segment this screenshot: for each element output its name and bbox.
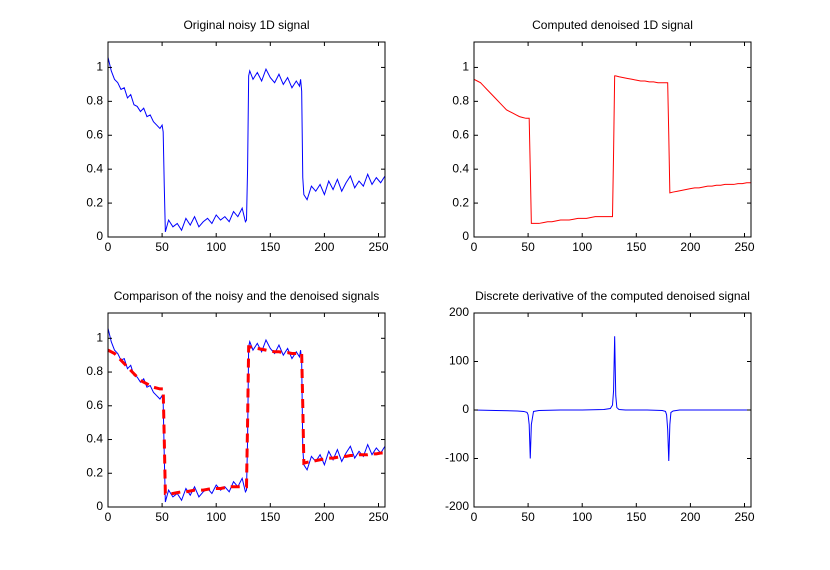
x-tick-label: 100	[572, 240, 592, 254]
axes-frame	[107, 41, 386, 238]
y-tick-label: -100	[445, 451, 469, 465]
x-tick-label: 250	[368, 240, 388, 254]
x-tick-label: 200	[314, 510, 334, 524]
subplot-title: Computed denoised 1D signal	[532, 18, 693, 32]
y-tick-label: 1	[96, 330, 103, 344]
x-tick-label: 150	[260, 510, 280, 524]
x-tick-label: 0	[471, 240, 478, 254]
x-tick-label: 0	[105, 240, 112, 254]
x-tick-label: 250	[734, 240, 754, 254]
y-tick-label: 0	[462, 402, 469, 416]
y-tick-label: 0	[96, 499, 103, 513]
x-tick-label: 100	[572, 510, 592, 524]
x-tick-label: 100	[206, 240, 226, 254]
y-tick-label: 100	[449, 354, 469, 368]
data-line	[473, 75, 751, 224]
y-tick-label: 0.6	[86, 398, 103, 412]
data-line	[473, 336, 751, 461]
x-tick-label: 150	[626, 240, 646, 254]
x-tick-label: 200	[680, 240, 700, 254]
y-tick-label: 0.6	[452, 127, 469, 141]
x-tick-label: 50	[521, 510, 535, 524]
y-tick-label: 0.4	[86, 432, 103, 446]
y-tick-label: 0.2	[452, 195, 469, 209]
y-tick-label: 0.2	[86, 465, 103, 479]
axes-frame	[473, 41, 752, 238]
y-tick-label: 1	[462, 60, 469, 74]
x-tick-label: 150	[260, 240, 280, 254]
y-tick-label: 0	[96, 229, 103, 243]
y-tick-label: 0.6	[86, 127, 103, 141]
x-tick-label: 100	[206, 510, 226, 524]
y-tick-label: 200	[449, 305, 469, 319]
x-tick-label: 150	[626, 510, 646, 524]
subplot-title: Discrete derivative of the computed deno…	[475, 289, 750, 303]
x-tick-label: 200	[314, 240, 334, 254]
y-tick-label: 0.4	[86, 161, 103, 175]
x-tick-label: 250	[734, 510, 754, 524]
x-tick-label: 0	[471, 510, 478, 524]
x-tick-label: 50	[155, 240, 169, 254]
y-tick-label: 0	[462, 229, 469, 243]
y-tick-label: 0.8	[86, 364, 103, 378]
x-tick-label: 0	[105, 510, 112, 524]
subplot-title: Comparison of the noisy and the denoised…	[114, 289, 380, 303]
y-tick-label: 0.8	[452, 94, 469, 108]
axes-frame	[107, 312, 386, 508]
x-tick-label: 50	[155, 510, 169, 524]
y-tick-label: -200	[445, 499, 469, 513]
y-tick-label: 0.4	[452, 161, 469, 175]
x-tick-label: 200	[680, 510, 700, 524]
x-tick-label: 250	[368, 510, 388, 524]
subplot-title: Original noisy 1D signal	[183, 18, 309, 32]
y-tick-label: 1	[96, 60, 103, 74]
y-tick-label: 0.2	[86, 195, 103, 209]
data-line	[107, 57, 386, 233]
data-line	[107, 328, 386, 503]
y-tick-label: 0.8	[86, 94, 103, 108]
x-tick-label: 50	[521, 240, 535, 254]
